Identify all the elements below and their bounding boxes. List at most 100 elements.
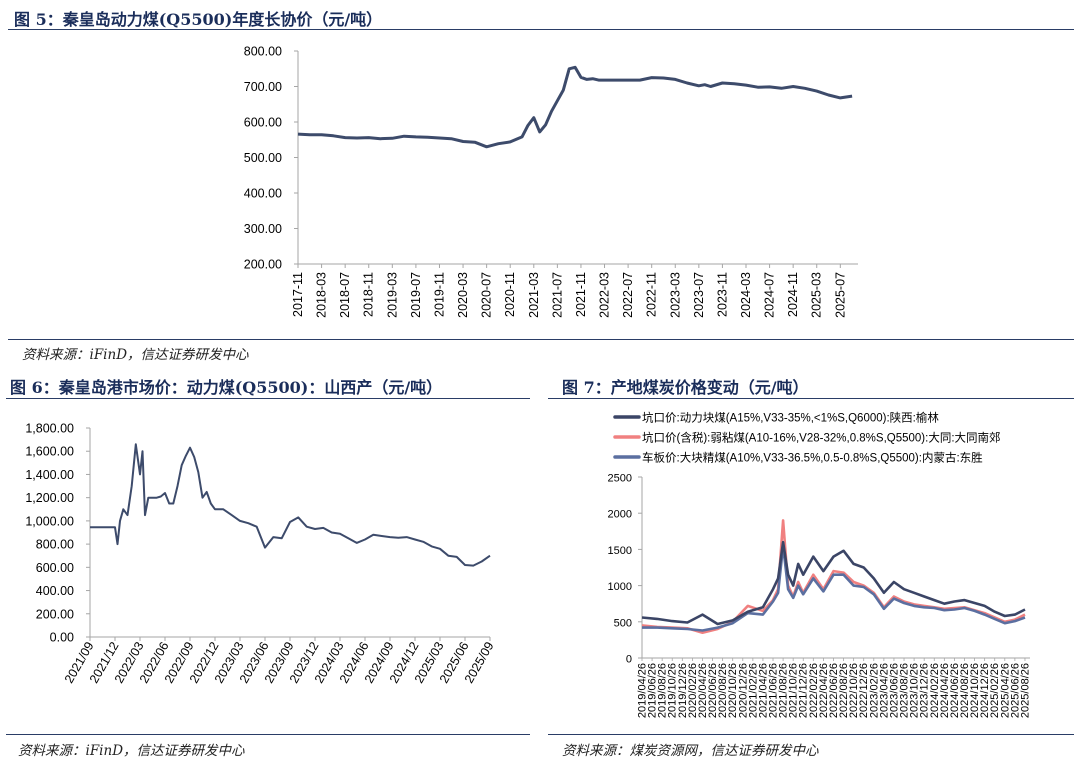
- c7-series-line-1: [641, 540, 1026, 626]
- c7-x-tick-label: 2023/06/26: [888, 663, 900, 718]
- c7-x-tick-label: 2020/08/26: [717, 663, 729, 718]
- c7-x-tick-label: 2022/02/26: [808, 663, 820, 718]
- c5-x-tick-label: 2018-11: [362, 272, 376, 317]
- c5-x-tick-label: 2024-11: [786, 272, 800, 317]
- c7-x-tick-label: 2021/10/26: [788, 663, 800, 718]
- fig7-title-rule: [548, 398, 1074, 399]
- c6-y-tick-label: 0.00: [50, 631, 74, 645]
- c7-x-tick-label: 2022/10/26: [848, 663, 860, 718]
- c7-x-tick-label: 2023/08/26: [899, 663, 911, 718]
- c5-x-tick-label: 2017-11: [291, 272, 305, 317]
- c5-x-tick-label: 2022-11: [645, 272, 659, 317]
- fig5-line-chart: 800.00 700.00 600.00 500.00 400.00 300.00 200.…: [244, 45, 858, 318]
- c7-x-tick-label: 2024/06/26: [949, 663, 961, 718]
- c7-x-tick-label: 2021/08/26: [778, 663, 790, 718]
- c5-y-tick-label: 400.00: [244, 187, 282, 201]
- c7-legend-label: 坑口价(含税):弱粘煤(A10-16%,V28-32%,0.8%S,Q5500)…: [642, 431, 1001, 445]
- c6-y-tick-label: 1,200.00: [25, 491, 74, 505]
- c5-x-tick-label: 2019-03: [385, 272, 399, 318]
- c7-x-tick-label: 2019/12/26: [677, 663, 689, 718]
- c7-x-tick-label: 2024/10/26: [969, 663, 981, 718]
- c7-x-tick-label: 2022/04/26: [818, 663, 830, 718]
- c7-legend-label: 车板价:大块精煤(A10%,V33-36.5%,0.5-0.8%S,Q5500)…: [642, 451, 983, 465]
- c5-x-tick-label: 2019-11: [432, 272, 446, 317]
- c7-x-tick-label: 2025/06/26: [1009, 663, 1021, 718]
- c5-y-tick-label: 800.00: [244, 45, 282, 59]
- c7-x-tick-label: 2020/06/26: [707, 663, 719, 718]
- c6-y-tick-label: 1,600.00: [25, 445, 74, 459]
- c6-y-tick-label: 1,800.00: [25, 422, 74, 436]
- c7-x-tick-label: 2020/10/26: [727, 663, 739, 718]
- fig6-line-chart: 1,800.00 1,600.00 1,400.00 1,200.00 1,000.00…: [25, 422, 496, 686]
- c7-y-tick-label: 1500: [608, 545, 632, 557]
- c5-x-tick-label: 2025-03: [810, 272, 824, 318]
- c7-x-tick-label: 2023/02/26: [868, 663, 880, 718]
- c5-x-tick-label: 2020-11: [503, 272, 517, 317]
- c5-x-tick-label: 2023-03: [668, 272, 682, 318]
- c6-series-line: [90, 443, 491, 567]
- c5-y-tick-label: 200.00: [244, 258, 282, 272]
- c5-x-tick-label: 2021-07: [550, 272, 564, 318]
- c7-x-tick-label: 2021/02/26: [747, 663, 759, 718]
- fig6-source: 资料来源：iFinD，信达证券研发中心: [18, 743, 245, 759]
- fig7-source-rule: [548, 734, 1074, 735]
- c5-x-tick-label: 2024-03: [739, 272, 753, 318]
- c7-x-tick-label: 2023/12/26: [919, 663, 931, 718]
- fig5-title: 图 5：秦皇岛动力煤(Q5500)年度长协价（元/吨）: [14, 10, 383, 29]
- c7-x-tick-label: 2025/08/26: [1019, 663, 1031, 718]
- c7-series-line-3: [642, 544, 1026, 632]
- c5-x-tick-label: 2024-07: [763, 272, 777, 318]
- c7-x-tick-label: 2019/06/26: [647, 663, 659, 718]
- c7-x-tick-label: 2025/02/26: [989, 663, 1001, 718]
- c5-y-tick-label: 500.00: [244, 151, 282, 165]
- c6-y-tick-label: 1,400.00: [25, 468, 74, 482]
- c7-x-tick-label: 2019/10/26: [667, 663, 679, 718]
- fig7-line-chart: 坑口价:动力块煤(A15%,V33-35%,<1%S,Q6000):陕西:榆林坑…: [608, 411, 1032, 719]
- c7-x-tick-label: 2021/06/26: [768, 663, 780, 718]
- fig5-source-rule: [8, 339, 1074, 340]
- c5-x-tick-label: 2018-03: [315, 272, 329, 318]
- fig6-source-rule: [6, 734, 530, 735]
- c5-x-tick-label: 2021-03: [527, 272, 541, 318]
- fig7-title: 图 7：产地煤炭价格变动（元/吨）: [562, 378, 809, 397]
- fig7-source: 资料来源：煤炭资源网，信达证券研发中心: [562, 743, 819, 759]
- c7-x-tick-label: 2019/08/26: [657, 663, 669, 718]
- c5-x-tick-label: 2021-11: [574, 272, 588, 317]
- c7-y-tick-label: 2000: [608, 509, 632, 521]
- fig5-source: 资料来源：iFinD，信达证券研发中心: [22, 347, 249, 363]
- c7-x-tick-label: 2023/10/26: [909, 663, 921, 718]
- c5-x-tick-label: 2022-07: [621, 272, 635, 318]
- c7-y-tick-label: 500: [614, 617, 632, 629]
- c5-x-tick-label: 2020-07: [480, 272, 494, 318]
- c5-y-tick-label: 600.00: [244, 116, 282, 130]
- c5-x-tick-label: 2019-07: [409, 272, 423, 318]
- c7-x-tick-label: 2024/12/26: [979, 663, 991, 718]
- fig6-title-rule: [6, 398, 530, 399]
- c7-x-tick-label: 2020/04/26: [697, 663, 709, 718]
- c5-x-tick-label: 2020-03: [456, 272, 470, 318]
- c7-legend-label: 坑口价:动力块煤(A15%,V33-35%,<1%S,Q6000):陕西:榆林: [642, 411, 939, 425]
- c7-x-tick-label: 2021/12/26: [798, 663, 810, 718]
- c7-y-tick-label: 2500: [608, 473, 632, 485]
- c7-x-tick-label: 2021/04/26: [757, 663, 769, 718]
- c7-y-tick-label: 1000: [608, 581, 632, 593]
- c7-x-tick-label: 2020/02/26: [687, 663, 699, 718]
- fig5-title-rule: [8, 29, 1074, 30]
- c7-y-tick-label: 0: [626, 654, 632, 666]
- c5-series-line: [297, 65, 853, 149]
- c5-x-tick-label: 2025-07: [833, 272, 847, 318]
- c5-y-tick-label: 700.00: [244, 80, 282, 94]
- c7-x-tick-label: 2024/02/26: [929, 663, 941, 718]
- c7-x-tick-label: 2025/04/26: [999, 663, 1011, 718]
- c6-y-tick-label: 400.00: [36, 584, 74, 598]
- c5-x-tick-label: 2023-11: [715, 272, 729, 317]
- c6-y-tick-label: 200.00: [36, 607, 74, 621]
- c5-x-tick-label: 2023-07: [692, 272, 706, 318]
- c7-x-tick-label: 2020/12/26: [737, 663, 749, 718]
- c7-x-tick-label: 2019/04/26: [637, 663, 649, 718]
- c6-y-tick-label: 1,000.00: [25, 514, 74, 528]
- c6-y-tick-label: 800.00: [36, 538, 74, 552]
- c5-x-tick-label: 2018-07: [338, 272, 352, 318]
- c5-x-tick-label: 2022-03: [598, 272, 612, 318]
- c7-x-tick-label: 2024/08/26: [959, 663, 971, 718]
